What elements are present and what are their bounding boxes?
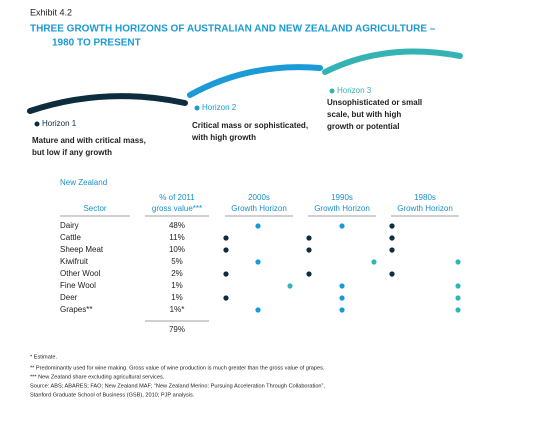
horizon-dot: [223, 271, 229, 277]
horizon-dot: [306, 247, 312, 253]
sector-cell: Dairy: [60, 221, 79, 230]
horizon-dot: [329, 88, 335, 94]
share-cell: 2%: [171, 269, 183, 278]
horizon-dot: [389, 235, 395, 241]
horizon-dot: [339, 307, 345, 313]
share-cell: 48%: [169, 221, 185, 230]
column-header: Sector: [83, 204, 106, 213]
horizon-description: Mature and with critical mass,: [32, 136, 146, 145]
horizon-dot: [455, 259, 461, 265]
horizon-dot: [455, 283, 461, 289]
horizon-dot: [455, 307, 461, 313]
sector-cell: Deer: [60, 293, 78, 302]
horizon-dot: [339, 223, 345, 229]
share-cell: 10%: [169, 245, 185, 254]
sector-cell: Kiwifruit: [60, 257, 89, 266]
horizon-description: Unsophisticated or small: [327, 98, 422, 107]
footnote: ** Predominantly used for wine making. G…: [30, 365, 325, 371]
column-header: Growth Horizon: [397, 204, 453, 213]
footnote: Stanford Graduate School of Business (GS…: [30, 392, 195, 398]
sector-cell: Grapes**: [60, 305, 92, 314]
horizon-dot: [223, 295, 229, 301]
horizon-dot: [371, 259, 377, 265]
title-line: 1980 TO PRESENT: [52, 38, 141, 49]
horizon-dot: [223, 247, 229, 253]
column-header: 1990s: [331, 193, 353, 202]
sector-cell: Other Wool: [60, 269, 101, 278]
horizon-dot: [389, 223, 395, 229]
column-header: gross value***: [152, 204, 202, 213]
horizon-description: with high growth: [191, 133, 256, 142]
horizon-dot: [194, 105, 200, 111]
region-label: New Zealand: [60, 178, 107, 187]
horizon-arc: [27, 93, 188, 114]
column-header: 2000s: [248, 193, 270, 202]
sector-cell: Fine Wool: [60, 281, 96, 290]
horizon-dot: [255, 223, 261, 229]
footnote: *** New Zealand share excluding agricult…: [30, 374, 165, 380]
sector-cell: Sheep Meat: [60, 245, 104, 254]
horizon-arc: [187, 64, 323, 98]
horizon-name: Horizon 1: [42, 119, 77, 128]
column-header: Growth Horizon: [314, 204, 370, 213]
horizon-description: but low if any growth: [32, 148, 112, 157]
horizon-dot: [389, 271, 395, 277]
column-header: Growth Horizon: [231, 204, 287, 213]
share-cell: 1%: [171, 293, 183, 302]
share-cell: 11%: [169, 233, 184, 242]
footnote: Source: ABS; ABARES; FAO; New Zealand MA…: [30, 383, 325, 389]
horizon-description: scale, but with high: [327, 110, 401, 119]
exhibit-label: Exhibit 4.2: [30, 7, 72, 17]
horizon-dot: [339, 295, 345, 301]
horizon-name: Horizon 3: [337, 86, 372, 95]
share-cell: 5%: [171, 257, 183, 266]
footnote: * Estimate.: [30, 354, 57, 360]
share-cell: 1%*: [170, 305, 185, 314]
horizon-name: Horizon 2: [202, 103, 237, 112]
horizon-dot: [34, 121, 40, 127]
horizon-dot: [306, 271, 312, 277]
horizon-dot: [255, 307, 261, 313]
horizon-dot: [255, 259, 261, 265]
column-header: % of 2011: [159, 193, 195, 202]
total-cell: 79%: [169, 325, 185, 334]
share-cell: 1%: [171, 281, 183, 290]
horizon-dot: [389, 247, 395, 253]
horizon-dot: [455, 295, 461, 301]
horizon-dot: [223, 235, 229, 241]
horizon-arc: [322, 48, 463, 75]
column-header: 1980s: [414, 193, 436, 202]
horizon-dot: [306, 235, 312, 241]
horizon-dot: [339, 283, 345, 289]
horizon-description: growth or potential: [327, 122, 399, 131]
title-line: THREE GROWTH HORIZONS OF AUSTRALIAN AND …: [30, 24, 436, 35]
sector-cell: Cattle: [60, 233, 81, 242]
horizon-dot: [287, 283, 293, 289]
horizon-description: Critical mass or sophisticated,: [192, 121, 308, 130]
